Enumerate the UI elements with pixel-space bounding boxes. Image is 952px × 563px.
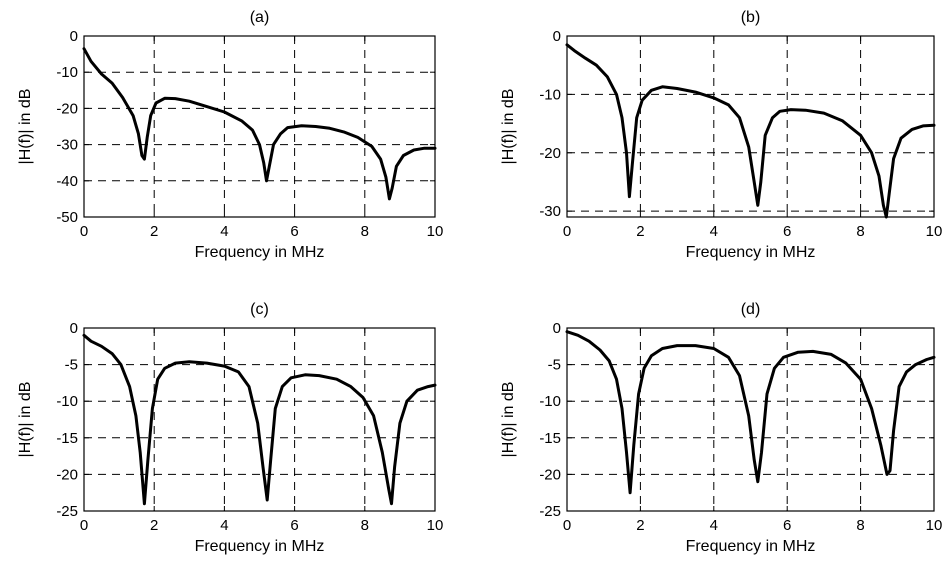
subplot-b: 0 2 4 6 8 10 0 -10 -20 -30 (b) Frequency in MHz |H(f… (500, 9, 942, 261)
subplot-title: (a) (250, 9, 270, 26)
y-tick-label: -25 (56, 503, 78, 520)
x-tick-label: 2 (636, 223, 644, 240)
y-tick-label: -10 (56, 393, 78, 410)
x-axis-label: Frequency in MHz (195, 538, 325, 555)
series-line (82, 333, 437, 506)
x-tick-label: 10 (427, 223, 444, 240)
x-tick-label: 10 (926, 517, 943, 534)
x-axis-label: Frequency in MHz (686, 244, 816, 261)
y-tick-label: -10 (56, 64, 78, 81)
y-tick-label: -20 (56, 100, 78, 117)
y-tick-label: 0 (70, 28, 78, 45)
x-tick-label: 8 (361, 223, 369, 240)
y-axis-label: |H(f)| in dB (500, 382, 517, 458)
y-tick-label: -20 (539, 145, 561, 162)
y-tick-label: -20 (56, 466, 78, 483)
subplot-title: (c) (250, 301, 269, 318)
y-tick-label: -5 (65, 357, 78, 374)
x-tick-label: 2 (150, 517, 158, 534)
x-tick-label: 6 (783, 517, 791, 534)
x-tick-label: 2 (150, 223, 158, 240)
x-tick-label: 6 (783, 223, 791, 240)
subplot-d: 0 2 4 6 8 10 0 -5 -10 -15 -20 -25 (d) Frequency in MH… (500, 301, 942, 555)
x-tick-label: 0 (80, 223, 88, 240)
x-tick-label: 4 (220, 223, 228, 240)
axes-frame (566, 327, 935, 512)
x-tick-label: 8 (361, 517, 369, 534)
y-tick-label: -40 (56, 173, 78, 190)
x-axis-label: Frequency in MHz (195, 244, 325, 261)
y-tick-label: -5 (548, 357, 561, 374)
subplot-title: (d) (741, 301, 761, 318)
axes-frame (83, 35, 436, 218)
x-tick-label: 2 (636, 517, 644, 534)
y-tick-label: -25 (539, 503, 561, 520)
x-tick-label: 4 (710, 223, 718, 240)
x-tick-label: 0 (80, 517, 88, 534)
y-tick-label: -15 (539, 430, 561, 447)
subplot-a: 0 2 4 6 8 10 0 -10 -20 -30 -40 -50 (a) Frequency in M… (17, 9, 443, 261)
x-tick-label: 10 (427, 517, 444, 534)
subplot-title: (b) (741, 9, 761, 26)
y-tick-label: -10 (539, 393, 561, 410)
series-line (565, 330, 936, 495)
x-tick-label: 6 (290, 223, 298, 240)
x-tick-label: 6 (290, 517, 298, 534)
y-axis-label: |H(f)| in dB (17, 89, 34, 165)
y-tick-label: 0 (70, 320, 78, 337)
subplot-c: 0 2 4 6 8 10 0 -5 -10 -15 -20 -25 (c) Frequency in MH… (17, 301, 443, 555)
y-tick-label: 0 (553, 320, 561, 337)
axes-frame (83, 327, 436, 512)
x-tick-label: 0 (563, 517, 571, 534)
x-tick-label: 8 (856, 223, 864, 240)
y-tick-label: -10 (539, 86, 561, 103)
y-tick-label: -30 (56, 137, 78, 154)
series-line (565, 43, 936, 219)
x-tick-label: 0 (563, 223, 571, 240)
x-tick-label: 4 (710, 517, 718, 534)
y-axis-label: |H(f)| in dB (500, 89, 517, 165)
x-tick-label: 8 (856, 517, 864, 534)
y-tick-label: 0 (553, 28, 561, 45)
y-tick-label: -50 (56, 209, 78, 226)
x-tick-label: 4 (220, 517, 228, 534)
y-tick-label: -20 (539, 466, 561, 483)
x-tick-label: 10 (926, 223, 943, 240)
series-line (82, 47, 437, 201)
y-tick-label: -30 (539, 203, 561, 220)
y-axis-label: |H(f)| in dB (17, 382, 34, 458)
x-axis-label: Frequency in MHz (686, 538, 816, 555)
y-tick-label: -15 (56, 430, 78, 447)
